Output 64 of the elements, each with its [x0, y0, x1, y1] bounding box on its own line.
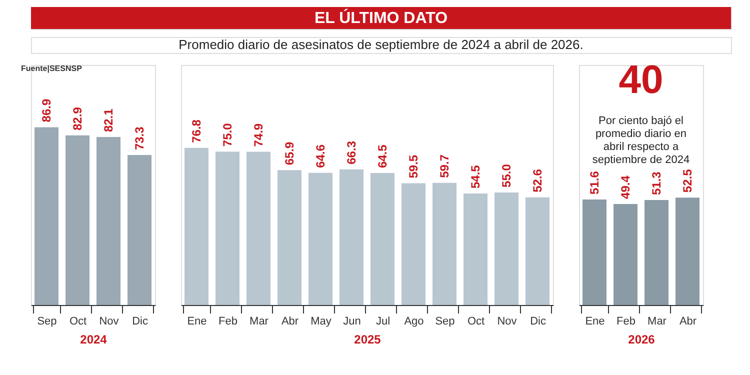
- x-tick-label: Feb: [616, 316, 636, 328]
- data-label: 66.3: [344, 140, 358, 164]
- data-label: 51.3: [650, 171, 664, 196]
- bar: [614, 204, 638, 305]
- data-label: 64.5: [376, 144, 390, 168]
- x-tick-label: Oct: [69, 316, 87, 328]
- x-tick-label: Abr: [679, 316, 697, 328]
- x-tick-label: Ene: [187, 316, 207, 328]
- data-label: 64.6: [314, 144, 328, 168]
- bar: [370, 173, 394, 305]
- bar: [184, 148, 208, 305]
- text: 40: [618, 58, 664, 102]
- data-label: 55.0: [500, 164, 514, 188]
- x-tick-label: Dic: [132, 316, 148, 328]
- x-axis-title: 2026: [628, 332, 656, 346]
- bar: [402, 183, 426, 305]
- data-label: 75.0: [220, 122, 234, 147]
- data-label: 86.9: [40, 98, 54, 122]
- data-label: 59.5: [406, 154, 420, 178]
- data-label: 82.1: [102, 108, 116, 132]
- x-tick-label: May: [310, 316, 332, 328]
- bar: [216, 152, 240, 305]
- bar: [644, 200, 668, 305]
- x-tick-label: Mar: [648, 316, 667, 328]
- x-tick-label: Dic: [530, 316, 546, 328]
- x-tick-label: Nov: [99, 316, 120, 328]
- x-axis-title: 2025: [354, 332, 382, 346]
- data-label: 51.6: [588, 170, 602, 194]
- data-label: 76.8: [190, 119, 204, 143]
- data-label: 73.3: [132, 126, 146, 150]
- x-tick-label: Ene: [585, 316, 605, 328]
- bar: [494, 192, 518, 305]
- data-label: 59.7: [438, 154, 452, 178]
- x-tick-label: Nov: [497, 316, 518, 328]
- data-label: 54.5: [468, 164, 482, 189]
- x-tick-label: Abr: [281, 316, 299, 328]
- bar: [432, 182, 456, 305]
- bar: [278, 170, 302, 305]
- data-label: 52.6: [530, 168, 544, 192]
- bar: [308, 172, 332, 305]
- bar: [526, 197, 550, 305]
- x-tick-label: Mar: [250, 316, 269, 328]
- x-tick-label: Oct: [467, 316, 485, 328]
- data-label: 82.9: [70, 106, 84, 130]
- data-label: 49.4: [618, 175, 632, 199]
- x-tick-label: Jun: [343, 316, 361, 328]
- data-label: 65.9: [282, 142, 296, 166]
- source-note: Fuente|SESNSP: [21, 64, 83, 73]
- text: EL ÚLTIMO DATO: [314, 8, 448, 27]
- data-label: 74.9: [252, 123, 266, 147]
- text: Por ciento bajó el promedio diario en abril respecto a septiembre de 2024: [592, 115, 690, 166]
- bar: [582, 199, 606, 305]
- bar: [246, 152, 270, 305]
- x-axis-title: 2024: [80, 332, 108, 346]
- bar: [464, 194, 488, 305]
- bar: [676, 198, 700, 305]
- x-tick-label: Ago: [404, 316, 424, 328]
- x-tick-label: Sep: [37, 316, 57, 328]
- x-tick-label: Jul: [376, 316, 390, 328]
- x-tick-label: Sep: [435, 316, 455, 328]
- bar: [340, 169, 364, 305]
- x-tick-label: Feb: [218, 316, 238, 328]
- text: Promedio diario de asesinatos de septiembre de 2024 a abril de 2026.: [178, 37, 584, 52]
- data-label: 52.5: [680, 168, 694, 193]
